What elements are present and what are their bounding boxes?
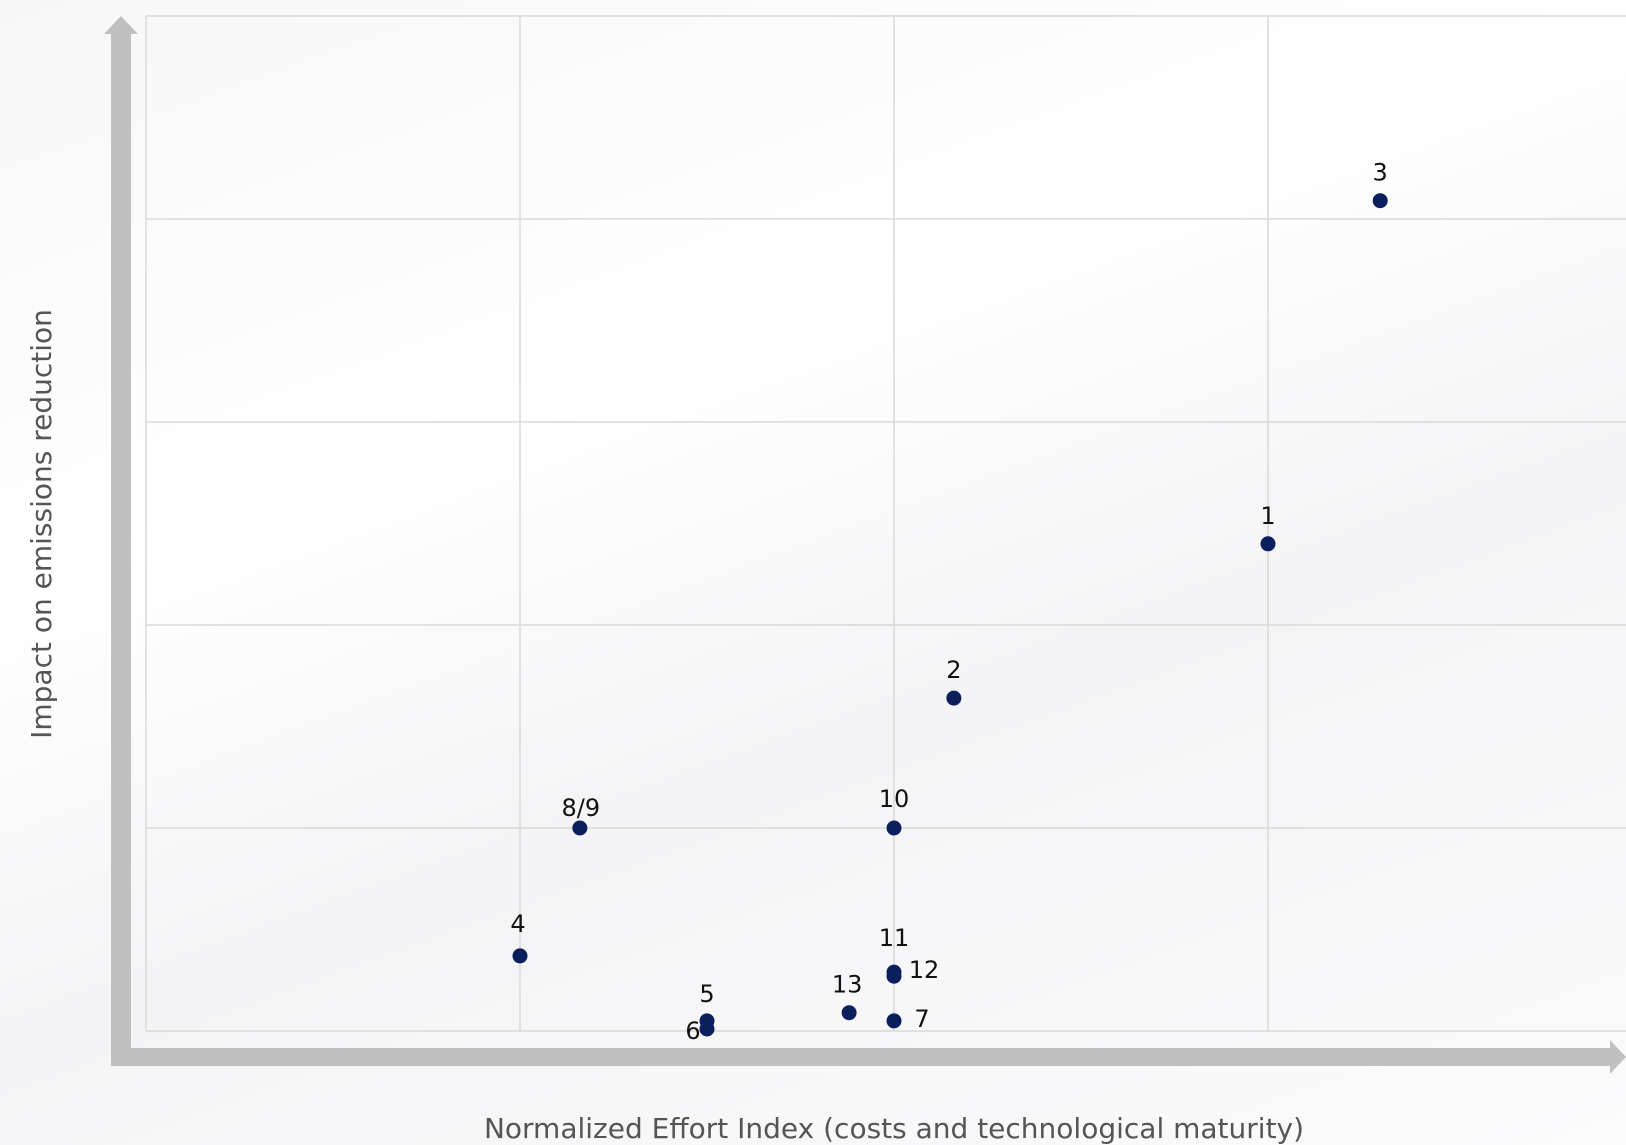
axes: [104, 16, 1626, 1074]
data-label: 13: [832, 971, 863, 999]
data-point: [886, 968, 902, 984]
data-points: [512, 193, 1388, 1037]
x-axis-line: [111, 1048, 1611, 1066]
data-label: 10: [879, 785, 910, 813]
data-point: [1372, 193, 1388, 209]
x-axis-arrowhead: [1610, 1040, 1626, 1074]
data-label: 1: [1260, 502, 1275, 530]
y-axis-line: [111, 30, 131, 1066]
data-label: 5: [699, 980, 714, 1008]
data-point: [886, 1013, 902, 1029]
data-label: 11: [879, 924, 910, 952]
data-label: 7: [914, 1005, 929, 1033]
data-point: [886, 820, 902, 836]
y-axis-arrowhead: [104, 16, 138, 34]
data-point: [572, 820, 588, 836]
data-point: [946, 690, 962, 706]
data-point: [512, 948, 528, 964]
grid: [145, 15, 1626, 1032]
data-point: [1260, 536, 1276, 552]
data-label: 3: [1373, 159, 1388, 187]
x-axis-title: Normalized Effort Index (costs and techn…: [484, 1112, 1304, 1145]
data-label: 12: [909, 956, 940, 984]
data-label: 2: [946, 656, 961, 684]
data-point: [699, 1021, 715, 1037]
data-point: [841, 1005, 857, 1021]
data-label: 4: [510, 910, 525, 938]
data-label: 6: [685, 1017, 700, 1045]
y-axis-title: Impact on emissions reduction: [25, 309, 58, 739]
data-label: 8/9: [562, 794, 601, 822]
